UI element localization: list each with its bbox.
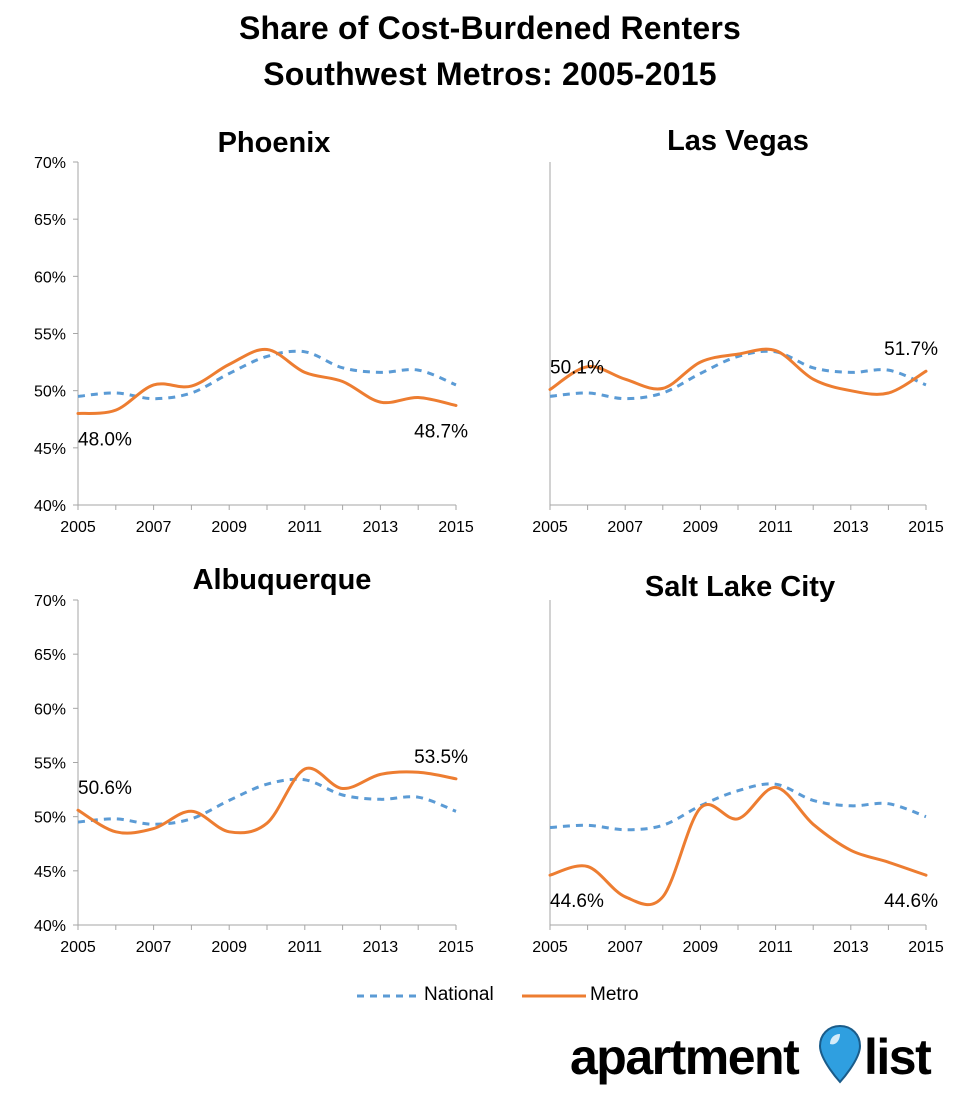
x-tick-label: 2005 xyxy=(532,519,568,536)
y-tick-label: 40% xyxy=(34,498,66,515)
panel-title-salt-lake-city: Salt Lake City xyxy=(645,571,835,603)
data-label: 51.7% xyxy=(884,339,938,360)
x-tick-label: 2015 xyxy=(438,939,474,956)
y-tick-label: 70% xyxy=(34,593,66,610)
series-line-metro-albuquerque xyxy=(76,766,458,835)
map-pin-icon xyxy=(818,1024,862,1084)
x-tick-label: 2005 xyxy=(60,939,96,956)
series-line-metro-las-vegas xyxy=(548,347,928,396)
x-tick-label: 2005 xyxy=(532,939,568,956)
series-line-national-phoenix xyxy=(77,349,457,401)
x-tick-label: 2011 xyxy=(758,519,793,536)
y-tick-label: 65% xyxy=(34,647,66,664)
x-tick-label: 2011 xyxy=(288,519,323,536)
x-tick-label: 2013 xyxy=(833,519,869,536)
data-label: 44.6% xyxy=(884,891,938,912)
data-label: 50.1% xyxy=(550,358,604,379)
panel-title-las-vegas: Las Vegas xyxy=(667,125,809,157)
x-tick-label: 2009 xyxy=(683,939,719,956)
data-label: 48.0% xyxy=(78,430,132,451)
x-tick-label: 2011 xyxy=(288,939,323,956)
x-tick-label: 2015 xyxy=(908,519,944,536)
x-tick-label: 2009 xyxy=(683,519,719,536)
series-line-national-albuquerque xyxy=(77,777,457,826)
series-line-metro-phoenix xyxy=(76,347,458,415)
y-tick-label: 65% xyxy=(34,212,66,229)
x-tick-label: 2011 xyxy=(758,939,793,956)
y-tick-label: 50% xyxy=(34,810,66,827)
legend-metro-label: Metro xyxy=(590,984,639,1005)
series-line-metro-salt-lake-city xyxy=(548,785,928,907)
panel-title-phoenix: Phoenix xyxy=(218,127,331,159)
x-tick-label: 2007 xyxy=(607,939,643,956)
x-tick-label: 2007 xyxy=(607,519,643,536)
x-tick-label: 2013 xyxy=(833,939,869,956)
logo-text-list: list xyxy=(864,1029,932,1085)
panel-title-albuquerque: Albuquerque xyxy=(193,564,372,596)
data-label: 44.6% xyxy=(550,891,604,912)
y-tick-label: 70% xyxy=(34,155,66,172)
y-tick-label: 40% xyxy=(34,918,66,935)
x-tick-label: 2007 xyxy=(136,519,172,536)
series-line-national-salt-lake-city xyxy=(549,782,927,832)
chart-title-line-2: Southwest Metros: 2005-2015 xyxy=(263,56,717,92)
x-tick-label: 2013 xyxy=(363,939,399,956)
y-tick-label: 45% xyxy=(34,441,66,458)
legend-national-swatch xyxy=(357,994,421,998)
x-tick-label: 2007 xyxy=(136,939,172,956)
x-tick-label: 2015 xyxy=(908,939,944,956)
x-tick-label: 2005 xyxy=(60,519,96,536)
data-label: 48.7% xyxy=(414,422,468,443)
data-label: 53.5% xyxy=(414,747,468,768)
x-tick-label: 2015 xyxy=(438,519,474,536)
y-tick-label: 55% xyxy=(34,756,66,773)
data-label: 50.6% xyxy=(78,778,132,799)
chart-title-line-1: Share of Cost-Burdened Renters xyxy=(238,10,742,46)
x-tick-label: 2009 xyxy=(211,519,247,536)
x-tick-label: 2009 xyxy=(211,939,247,956)
y-tick-label: 55% xyxy=(34,327,66,344)
legend-metro-swatch xyxy=(522,994,586,998)
y-tick-label: 45% xyxy=(34,864,66,881)
series-line-national-las-vegas xyxy=(549,349,927,401)
y-tick-label: 60% xyxy=(34,701,66,718)
legend-national-label: National xyxy=(424,984,494,1005)
x-tick-label: 2013 xyxy=(363,519,399,536)
y-tick-label: 60% xyxy=(34,269,66,286)
logo-text-apartment: apartment xyxy=(570,1029,800,1085)
y-tick-label: 50% xyxy=(34,384,66,401)
